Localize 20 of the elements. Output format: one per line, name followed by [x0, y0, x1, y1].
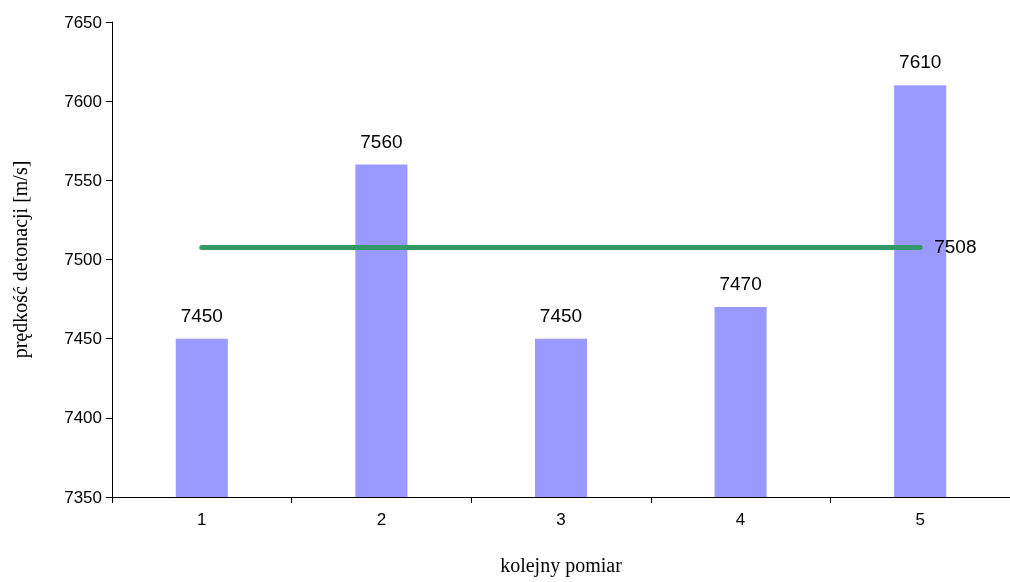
x-tick-label: 5 [915, 510, 925, 529]
y-tick-label: 7500 [64, 250, 102, 269]
x-tick-label: 1 [197, 510, 207, 529]
y-tick-label: 7600 [64, 91, 102, 111]
data-label: 7450 [539, 304, 583, 326]
x-tick-label: 2 [376, 510, 387, 529]
y-tick-label: 7350 [64, 487, 102, 507]
x-axis-title: kolejny pomiar [500, 554, 623, 577]
x-tick-label: 4 [735, 510, 746, 529]
y-tick-label: 7550 [64, 170, 102, 190]
data-label: 7610 [899, 51, 942, 73]
y-tick-label: 7400 [64, 408, 102, 428]
ref-line-label: 7508 [934, 236, 977, 258]
y-tick-label: 7650 [64, 12, 102, 32]
y-axis-title: prędkość detonacji [m/s] [9, 160, 32, 359]
x-tick-label: 3 [556, 510, 566, 529]
data-label: 7560 [360, 130, 403, 152]
data-label: 7470 [719, 273, 762, 294]
y-tick-label: 7450 [64, 329, 102, 349]
data-label: 7450 [180, 304, 223, 326]
